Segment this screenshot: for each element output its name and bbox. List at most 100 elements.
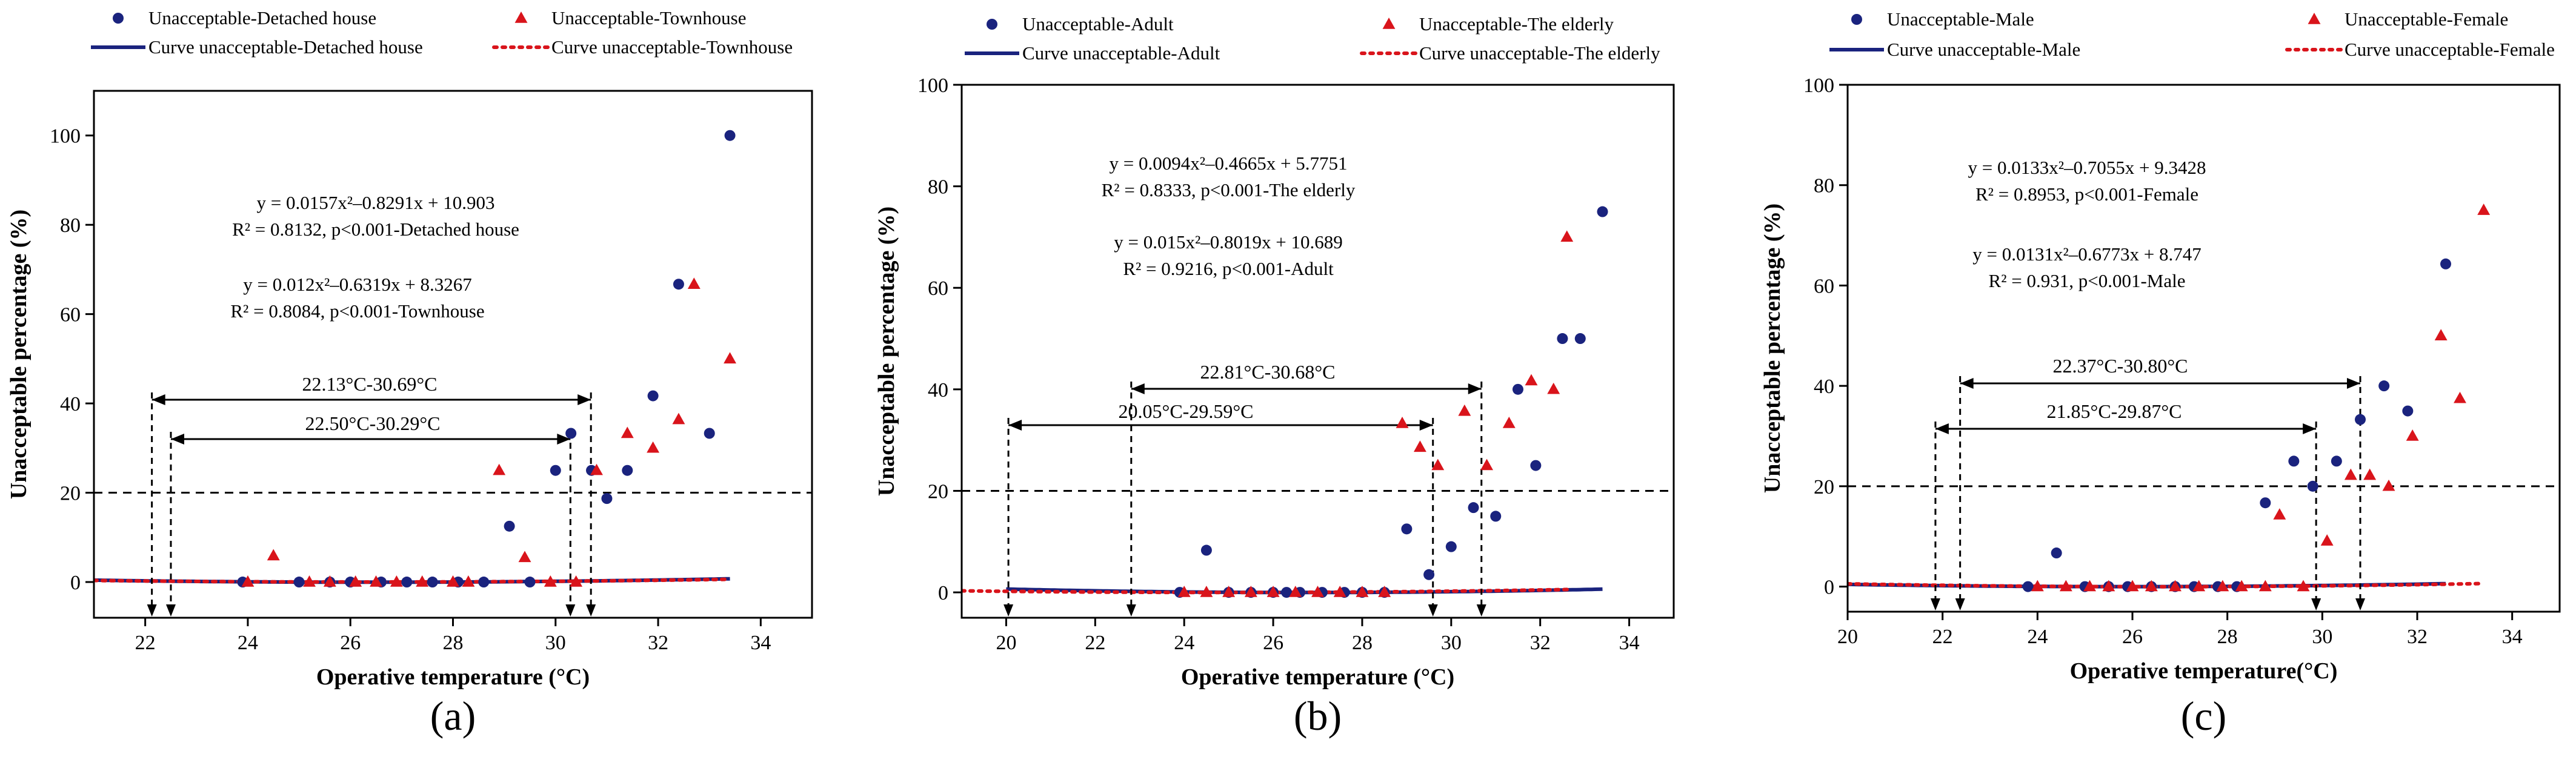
data-point-series1 <box>724 130 736 141</box>
legend: Unacceptable-Male Unacceptable-Female Curv… <box>1829 8 2555 60</box>
legend: Unacceptable-Adult Unacceptable-The elder… <box>965 13 1660 64</box>
data-point-series2 <box>1378 586 1391 597</box>
data-point-series1 <box>2402 405 2414 417</box>
data-point-series1 <box>622 465 633 476</box>
y-axis-title: Unacceptable percentage (%) <box>874 207 899 496</box>
x-axis-title: Operative temperature (°C) <box>316 664 590 690</box>
data-point-series2 <box>1333 586 1346 597</box>
range-arrowhead-right <box>1419 420 1433 431</box>
range-arrowhead-left <box>1131 383 1145 394</box>
data-point-series2 <box>2363 468 2377 480</box>
data-point-series2 <box>2406 429 2419 441</box>
data-point-series1 <box>2260 497 2271 509</box>
data-point-series1 <box>478 577 490 588</box>
data-point-series1 <box>565 428 577 439</box>
x-tick-label: 22 <box>135 632 156 654</box>
legend-label-series1-curve: Curve unacceptable-Detached house <box>148 36 423 58</box>
legend-marker-series1 <box>987 19 997 30</box>
data-point-series2 <box>590 463 603 475</box>
range-arrowhead-right <box>2347 378 2360 389</box>
legend-label-series2-curve: Curve unacceptable-Townhouse <box>551 36 793 58</box>
range-arrowhead-left <box>1935 423 1949 434</box>
equation-line1: y = 0.0157x²–0.8291x + 10.903 <box>256 192 494 213</box>
equation-line1: y = 0.0131x²–0.6773x + 8.747 <box>1972 243 2202 265</box>
data-point-series2 <box>1560 230 1574 242</box>
data-point-series2 <box>447 575 459 587</box>
legend-marker-series1 <box>1851 14 1862 25</box>
y-tick-label: 80 <box>60 214 81 237</box>
legend-label-series2-points: Unacceptable-The elderly <box>1419 13 1614 35</box>
chart-svg: 22.37°C-30.80°C 21.85°C-29.87°C y = 0.0133… <box>1760 8 2561 739</box>
data-point-series2 <box>570 575 583 587</box>
data-point-series2 <box>1396 417 1409 428</box>
data-point-series1 <box>2307 480 2318 492</box>
range-label: 22.37°C-30.80°C <box>2053 355 2188 377</box>
data-point-series1 <box>1423 569 1435 580</box>
data-point-series2 <box>724 352 737 364</box>
x-tick-label: 32 <box>648 632 668 654</box>
chart-svg: 22.81°C-30.68°C 20.05°C-29.59°C y = 0.0094… <box>874 13 1675 739</box>
data-point-series2 <box>1200 586 1213 597</box>
data-point-series2 <box>2192 580 2206 592</box>
y-tick-label: 100 <box>1803 74 1834 97</box>
legend-label-series1-curve: Curve unacceptable-Male <box>1887 39 2080 60</box>
x-tick-label: 34 <box>2502 626 2523 648</box>
data-point-series2 <box>2344 468 2357 480</box>
data-point-series1 <box>1530 460 1542 471</box>
x-tick-label: 24 <box>1174 632 1194 654</box>
data-point-series1 <box>401 577 413 588</box>
range-arrowhead-left <box>170 434 184 445</box>
x-tick-label: 30 <box>545 632 566 654</box>
y-axis-title: Unacceptable percentage (%) <box>1760 203 1785 493</box>
range-drop-arrowhead <box>2355 598 2365 610</box>
range-drop-arrowhead <box>1428 604 1438 617</box>
range-arrowhead-right <box>557 434 571 445</box>
range-arrowhead-left <box>1008 420 1022 431</box>
x-tick-label: 32 <box>2407 626 2428 648</box>
legend-marker-series1 <box>113 13 124 24</box>
data-point-series2 <box>2297 580 2310 592</box>
data-point-series1 <box>2440 258 2451 270</box>
x-tick-label: 22 <box>1085 632 1105 654</box>
fit-curve-series2 <box>1848 581 2486 589</box>
data-point-series2 <box>672 412 685 425</box>
x-tick-label: 22 <box>1932 626 1953 648</box>
data-point-series2 <box>2382 479 2395 491</box>
range-arrowhead-right <box>1468 383 1482 394</box>
x-tick-label: 28 <box>2217 626 2238 648</box>
chart-panel-c: 22.37°C-30.80°C 21.85°C-29.87°C y = 0.0133… <box>1717 0 2576 771</box>
range-label: 21.85°C-29.87°C <box>2047 400 2182 422</box>
data-point-series1 <box>2022 581 2034 592</box>
data-point-series1 <box>1401 523 1413 535</box>
range-label: 22.50°C-30.29°C <box>305 412 441 434</box>
x-tick-label: 30 <box>1441 632 1462 654</box>
y-tick-label: 0 <box>70 572 81 594</box>
data-point-series2 <box>1502 417 1516 428</box>
data-point-series2 <box>493 463 506 475</box>
equation-line2: R² = 0.8132, p<0.001-Detached house <box>232 219 519 240</box>
x-tick-label: 24 <box>238 632 258 654</box>
equation-line2: R² = 0.8953, p<0.001-Female <box>1975 184 2198 205</box>
panel-label: (a) <box>430 693 476 739</box>
y-tick-label: 80 <box>928 176 948 199</box>
data-point-series2 <box>1177 586 1191 597</box>
data-point-series2 <box>2477 203 2491 215</box>
data-point-series2 <box>1547 382 1560 394</box>
x-tick-label: 26 <box>1263 632 1283 654</box>
x-tick-label: 24 <box>2027 626 2048 648</box>
data-point-series2 <box>1480 458 1494 471</box>
data-point-series2 <box>518 551 531 563</box>
equation-line2: R² = 0.8084, p<0.001-Townhouse <box>230 300 484 322</box>
legend-label-series1-curve: Curve unacceptable-Adult <box>1022 42 1220 64</box>
legend-label-series1-points: Unacceptable-Adult <box>1022 13 1174 35</box>
y-tick-label: 60 <box>928 277 948 300</box>
data-point-series1 <box>1557 333 1568 345</box>
data-point-series2 <box>647 441 660 453</box>
y-tick-label: 60 <box>60 304 81 326</box>
x-tick-label: 32 <box>1530 632 1551 654</box>
legend-label-series1-points: Unacceptable-Detached house <box>148 7 376 28</box>
data-point-series2 <box>416 575 429 587</box>
data-point-series2 <box>2434 329 2448 340</box>
range-arrowhead-left <box>151 394 165 405</box>
data-point-series2 <box>621 426 634 438</box>
